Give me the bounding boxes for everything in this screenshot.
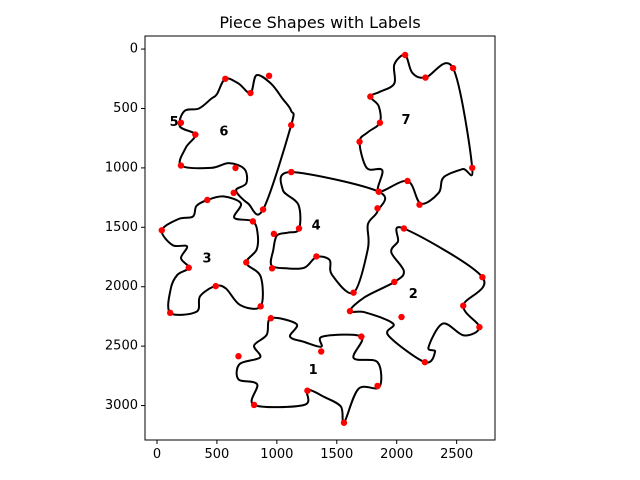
corner-point: [376, 119, 384, 126]
corner-point: [243, 259, 250, 266]
piece-label-4: 4: [312, 219, 321, 234]
corner-point: [398, 313, 405, 321]
piece-label-5: 5: [170, 115, 179, 130]
piece-label-2: 2: [409, 287, 418, 302]
corner-point: [460, 302, 467, 309]
corner-point: [212, 282, 219, 290]
y-tick-label: 1000: [105, 160, 138, 175]
corner-points-layer: [158, 51, 486, 426]
corner-point: [250, 401, 258, 409]
piece-label-3: 3: [203, 251, 212, 266]
y-axis-ticks: 0 500 1000 1500 2000 2500 3000: [105, 42, 145, 413]
corner-point: [204, 196, 211, 204]
corner-point: [267, 315, 275, 322]
corner-point: [313, 253, 320, 260]
x-tick-label: 1500: [320, 447, 353, 462]
corner-point: [222, 75, 229, 82]
corner-point: [249, 218, 257, 225]
piece-outline-1: [235, 316, 383, 425]
chart-title: Piece Shapes with Labels: [219, 13, 420, 32]
piece-outline-3: [160, 195, 264, 316]
corner-point: [340, 419, 348, 426]
piece-outline-4: [269, 171, 387, 295]
corner-point: [247, 89, 254, 97]
corner-point: [270, 230, 278, 238]
corner-point: [356, 138, 363, 145]
corner-point: [416, 201, 423, 208]
corner-point: [401, 51, 409, 59]
corner-point: [449, 64, 457, 72]
corner-point: [469, 164, 476, 172]
corner-point: [374, 205, 381, 212]
axes-frame: [144, 35, 496, 441]
corner-point: [185, 264, 192, 271]
piece-outline-7: [358, 53, 474, 205]
y-tick-label: 3000: [105, 398, 138, 413]
corner-point: [479, 274, 486, 281]
piece-labels-layer: 1 2 3 4 5 6 7: [170, 113, 418, 378]
y-tick-label: 1500: [105, 220, 138, 235]
y-tick-label: 0: [130, 42, 138, 57]
pieces-layer: [160, 53, 486, 425]
corner-point: [288, 121, 295, 129]
corner-point: [235, 353, 242, 360]
corner-point: [346, 307, 354, 315]
piece-outline-6: [178, 73, 295, 216]
corner-point: [476, 323, 483, 331]
corner-point: [230, 189, 237, 197]
corner-point: [367, 93, 374, 100]
corner-point: [374, 382, 381, 390]
piece-label-1: 1: [309, 363, 318, 378]
corner-point: [358, 333, 365, 340]
x-tick-label: 0: [153, 447, 161, 462]
corner-point: [257, 303, 264, 310]
corner-point: [265, 72, 273, 80]
corner-point: [404, 177, 411, 185]
corner-point: [295, 225, 303, 232]
x-axis-ticks: 0 500 1000 1500 2000 2500: [153, 440, 473, 462]
corner-point: [268, 265, 276, 272]
y-tick-label: 500: [113, 101, 138, 116]
corner-point: [177, 162, 185, 169]
y-tick-label: 2000: [105, 279, 138, 294]
corner-point: [304, 387, 311, 394]
corner-point: [400, 225, 408, 232]
corner-point: [421, 358, 429, 366]
corner-point: [259, 206, 267, 213]
corner-point: [317, 348, 325, 355]
corner-point: [232, 164, 239, 172]
corner-point: [166, 309, 174, 317]
x-tick-label: 500: [205, 447, 230, 462]
corner-point: [350, 289, 357, 296]
y-tick-label: 2500: [105, 339, 138, 354]
x-tick-label: 2500: [440, 447, 473, 462]
x-tick-label: 1000: [260, 447, 293, 462]
corner-point: [158, 227, 165, 234]
corner-point: [192, 131, 199, 138]
corner-point: [177, 119, 185, 126]
x-tick-label: 2000: [380, 447, 413, 462]
corner-point: [288, 168, 295, 176]
corner-point: [391, 278, 398, 286]
corner-point: [422, 74, 429, 81]
piece-label-7: 7: [402, 113, 411, 128]
corner-point: [375, 188, 382, 195]
piece-label-6: 6: [219, 125, 228, 140]
